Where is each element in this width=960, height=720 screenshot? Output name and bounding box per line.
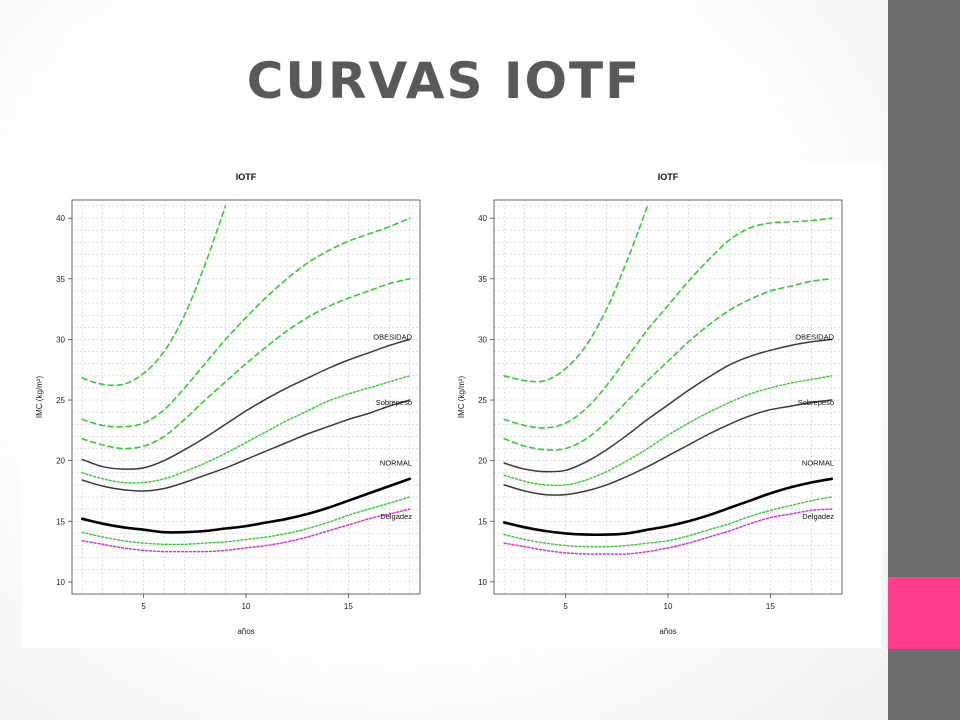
slide-title: CURVAS IOTF xyxy=(246,52,642,110)
x-tick-label: 5 xyxy=(563,602,568,611)
annotation-delgadez: Delgadez xyxy=(380,512,412,521)
iotf-chart-right: IOTF 10 15 20 25 30 35 40 5 10 15 años IMC (kg/m²) OB… xyxy=(457,172,843,636)
series-line-6 xyxy=(81,399,411,492)
annotation-sobrepeso: Sobrepeso xyxy=(376,398,412,407)
grid xyxy=(494,200,842,595)
x-axis-label: años xyxy=(659,627,676,636)
series-line-4 xyxy=(503,338,833,473)
pink-accent-block xyxy=(888,577,960,649)
x-tick-label: 10 xyxy=(664,602,673,611)
series-line-4 xyxy=(81,338,411,470)
y-tick-label: 20 xyxy=(56,457,65,466)
series-line-3 xyxy=(81,278,411,450)
x-tick-label: 15 xyxy=(766,602,775,611)
series-line-1 xyxy=(81,205,227,387)
x-tick-label: 10 xyxy=(242,602,251,611)
y-tick-label: 25 xyxy=(478,396,487,405)
annotation-obesidad: OBESIDAD xyxy=(373,332,412,341)
y-tick-label: 30 xyxy=(478,335,487,344)
y-tick-label: 25 xyxy=(56,396,65,405)
series-line-9 xyxy=(81,508,411,553)
chart-title: IOTF xyxy=(236,172,257,182)
y-tick-label: 10 xyxy=(478,578,487,587)
x-axis-label: años xyxy=(237,627,254,636)
y-tick-label: 35 xyxy=(56,275,65,284)
chart-panel: IOTF 10 15 20 25 30 35 40 5 10 15 años IMC (kg/m²) OB… xyxy=(22,162,882,648)
chart-title: IOTF xyxy=(658,172,679,182)
series-group xyxy=(80,205,412,553)
y-tick-label: 15 xyxy=(56,517,65,526)
series-line-7 xyxy=(80,477,412,534)
y-tick-label: 35 xyxy=(478,275,487,284)
series-line-5 xyxy=(81,375,411,484)
y-axis-label: IMC (kg/m²) xyxy=(35,376,44,419)
annotation-normal: NORMAL xyxy=(802,458,834,467)
y-tick-label: 10 xyxy=(56,578,65,587)
x-tick-label: 5 xyxy=(141,602,146,611)
series-group xyxy=(502,205,834,555)
annotation-normal: NORMAL xyxy=(380,458,412,467)
series-line-2 xyxy=(503,217,833,429)
y-tick-label: 40 xyxy=(478,214,487,223)
series-line-9 xyxy=(503,508,833,555)
series-line-5 xyxy=(503,375,833,487)
series-line-8 xyxy=(503,496,833,548)
y-tick-label: 30 xyxy=(56,335,65,344)
series-line-8 xyxy=(81,496,411,546)
y-axis-label: IMC (kg/m²) xyxy=(457,376,466,419)
y-tick-label: 15 xyxy=(478,517,487,526)
series-line-7 xyxy=(502,477,834,537)
series-line-3 xyxy=(503,278,833,451)
annotation-obesidad: OBESIDAD xyxy=(795,332,834,341)
annotation-sobrepeso: Sobrepeso xyxy=(798,398,834,407)
x-tick-label: 15 xyxy=(344,602,353,611)
y-tick-label: 40 xyxy=(56,214,65,223)
y-tick-label: 20 xyxy=(478,457,487,466)
series-line-1 xyxy=(503,205,649,383)
grid xyxy=(72,200,420,595)
iotf-chart-left: IOTF 10 15 20 25 30 35 40 5 10 15 años IMC (kg/m²) OB… xyxy=(35,172,421,636)
series-line-6 xyxy=(503,399,833,496)
series-line-2 xyxy=(81,217,411,428)
annotation-delgadez: Delgadez xyxy=(802,512,834,521)
